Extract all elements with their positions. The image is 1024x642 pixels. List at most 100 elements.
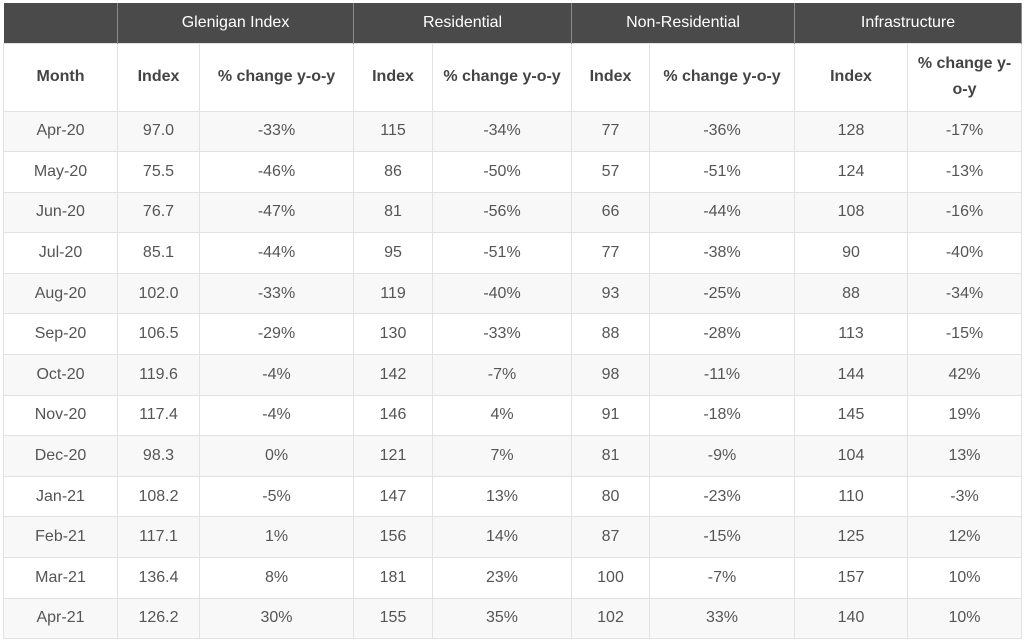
residential-change-cell: 14% — [432, 516, 573, 559]
non-residential-index-cell: 77 — [571, 232, 651, 274]
residential-index-cell: 156 — [353, 516, 434, 559]
residential-change-cell: -51% — [432, 232, 573, 274]
non-residential-change-cell: -38% — [649, 232, 796, 274]
non-residential-change-cell: -44% — [649, 191, 796, 234]
residential-index-cell: 130 — [353, 313, 434, 356]
infrastructure-change-cell: -16% — [907, 191, 1023, 234]
table-row: Nov-20 117.4 -4% 146 4% 91 -18% 145 19% — [3, 394, 1023, 437]
glenigan-change-cell: 1% — [198, 516, 355, 559]
non-residential-index-cell: 57 — [571, 151, 651, 193]
infrastructure-change-cell: 42% — [907, 354, 1023, 396]
column-header-residential-change: % change y-o-y — [432, 42, 573, 112]
group-header-non-residential: Non-Residential — [571, 3, 796, 43]
table-row: Jan-21 108.2 -5% 147 13% 80 -23% 110 -3% — [3, 475, 1023, 518]
table-row: Feb-21 117.1 1% 156 14% 87 -15% 125 12% — [3, 516, 1023, 559]
glenigan-change-cell: 30% — [198, 597, 355, 640]
infrastructure-change-cell: -17% — [907, 110, 1023, 153]
column-header-residential-index: Index — [353, 42, 434, 112]
residential-index-cell: 121 — [353, 435, 434, 477]
glenigan-index-table-container: Glenigan Index Residential Non-Residenti… — [3, 3, 1023, 640]
month-cell: Feb-21 — [3, 516, 118, 559]
glenigan-index-cell: 76.7 — [117, 191, 200, 234]
glenigan-index-cell: 106.5 — [117, 313, 200, 356]
glenigan-index-cell: 108.2 — [117, 475, 200, 518]
column-header-row: Month Index % change y-o-y Index % chang… — [3, 42, 1023, 112]
non-residential-change-cell: -9% — [649, 435, 796, 477]
infrastructure-index-cell: 124 — [794, 151, 909, 193]
infrastructure-index-cell: 104 — [794, 435, 909, 477]
table-row: May-20 75.5 -46% 86 -50% 57 -51% 124 -13% — [3, 151, 1023, 193]
infrastructure-index-cell: 144 — [794, 354, 909, 396]
month-cell: Dec-20 — [3, 435, 118, 477]
residential-change-cell: 13% — [432, 475, 573, 518]
month-cell: Jul-20 — [3, 232, 118, 274]
residential-index-cell: 81 — [353, 191, 434, 234]
non-residential-index-cell: 77 — [571, 110, 651, 153]
table-row: Sep-20 106.5 -29% 130 -33% 88 -28% 113 -15% — [3, 313, 1023, 356]
glenigan-index-cell: 85.1 — [117, 232, 200, 274]
infrastructure-index-cell: 108 — [794, 191, 909, 234]
residential-change-cell: -56% — [432, 191, 573, 234]
non-residential-change-cell: -7% — [649, 557, 796, 599]
residential-change-cell: 35% — [432, 597, 573, 640]
month-cell: May-20 — [3, 151, 118, 193]
infrastructure-index-cell: 90 — [794, 232, 909, 274]
non-residential-index-cell: 100 — [571, 557, 651, 599]
glenigan-change-cell: -47% — [198, 191, 355, 234]
glenigan-index-cell: 98.3 — [117, 435, 200, 477]
glenigan-index-cell: 119.6 — [117, 354, 200, 396]
non-residential-index-cell: 102 — [571, 597, 651, 640]
column-header-month: Month — [3, 42, 118, 112]
non-residential-index-cell: 98 — [571, 354, 651, 396]
table-row: Mar-21 136.4 8% 181 23% 100 -7% 157 10% — [3, 557, 1023, 599]
table-row: Aug-20 102.0 -33% 119 -40% 93 -25% 88 -34% — [3, 272, 1023, 315]
table-row: Apr-21 126.2 30% 155 35% 102 33% 140 10% — [3, 597, 1023, 640]
glenigan-change-cell: -5% — [198, 475, 355, 518]
glenigan-index-cell: 75.5 — [117, 151, 200, 193]
infrastructure-index-cell: 88 — [794, 272, 909, 315]
non-residential-change-cell: -36% — [649, 110, 796, 153]
month-cell: Nov-20 — [3, 394, 118, 437]
residential-index-cell: 115 — [353, 110, 434, 153]
glenigan-change-cell: -46% — [198, 151, 355, 193]
group-header-row: Glenigan Index Residential Non-Residenti… — [3, 3, 1023, 43]
glenigan-change-cell: -4% — [198, 394, 355, 437]
glenigan-index-cell: 117.4 — [117, 394, 200, 437]
residential-index-cell: 142 — [353, 354, 434, 396]
month-cell: Apr-21 — [3, 597, 118, 640]
non-residential-index-cell: 87 — [571, 516, 651, 559]
residential-change-cell: -50% — [432, 151, 573, 193]
infrastructure-change-cell: -3% — [907, 475, 1023, 518]
infrastructure-index-cell: 157 — [794, 557, 909, 599]
residential-index-cell: 155 — [353, 597, 434, 640]
non-residential-index-cell: 66 — [571, 191, 651, 234]
column-header-glenigan-change: % change y-o-y — [198, 42, 355, 112]
table-row: Dec-20 98.3 0% 121 7% 81 -9% 104 13% — [3, 435, 1023, 477]
glenigan-change-cell: -29% — [198, 313, 355, 356]
non-residential-change-cell: -18% — [649, 394, 796, 437]
infrastructure-change-cell: 13% — [907, 435, 1023, 477]
non-residential-index-cell: 88 — [571, 313, 651, 356]
column-header-non-residential-change: % change y-o-y — [649, 42, 796, 112]
column-header-glenigan-index: Index — [117, 42, 200, 112]
infrastructure-index-cell: 128 — [794, 110, 909, 153]
non-residential-index-cell: 80 — [571, 475, 651, 518]
non-residential-change-cell: -28% — [649, 313, 796, 356]
residential-index-cell: 146 — [353, 394, 434, 437]
residential-change-cell: -40% — [432, 272, 573, 315]
glenigan-change-cell: -44% — [198, 232, 355, 274]
group-header-residential: Residential — [353, 3, 573, 43]
group-header-infrastructure: Infrastructure — [794, 3, 1023, 43]
infrastructure-index-cell: 140 — [794, 597, 909, 640]
glenigan-index-cell: 117.1 — [117, 516, 200, 559]
residential-index-cell: 147 — [353, 475, 434, 518]
glenigan-change-cell: -33% — [198, 272, 355, 315]
infrastructure-change-cell: 19% — [907, 394, 1023, 437]
month-cell: Apr-20 — [3, 110, 118, 153]
month-cell: Jan-21 — [3, 475, 118, 518]
month-cell: Sep-20 — [3, 313, 118, 356]
residential-index-cell: 181 — [353, 557, 434, 599]
infrastructure-change-cell: -40% — [907, 232, 1023, 274]
infrastructure-change-cell: 10% — [907, 557, 1023, 599]
group-header-glenigan-index: Glenigan Index — [116, 3, 355, 43]
